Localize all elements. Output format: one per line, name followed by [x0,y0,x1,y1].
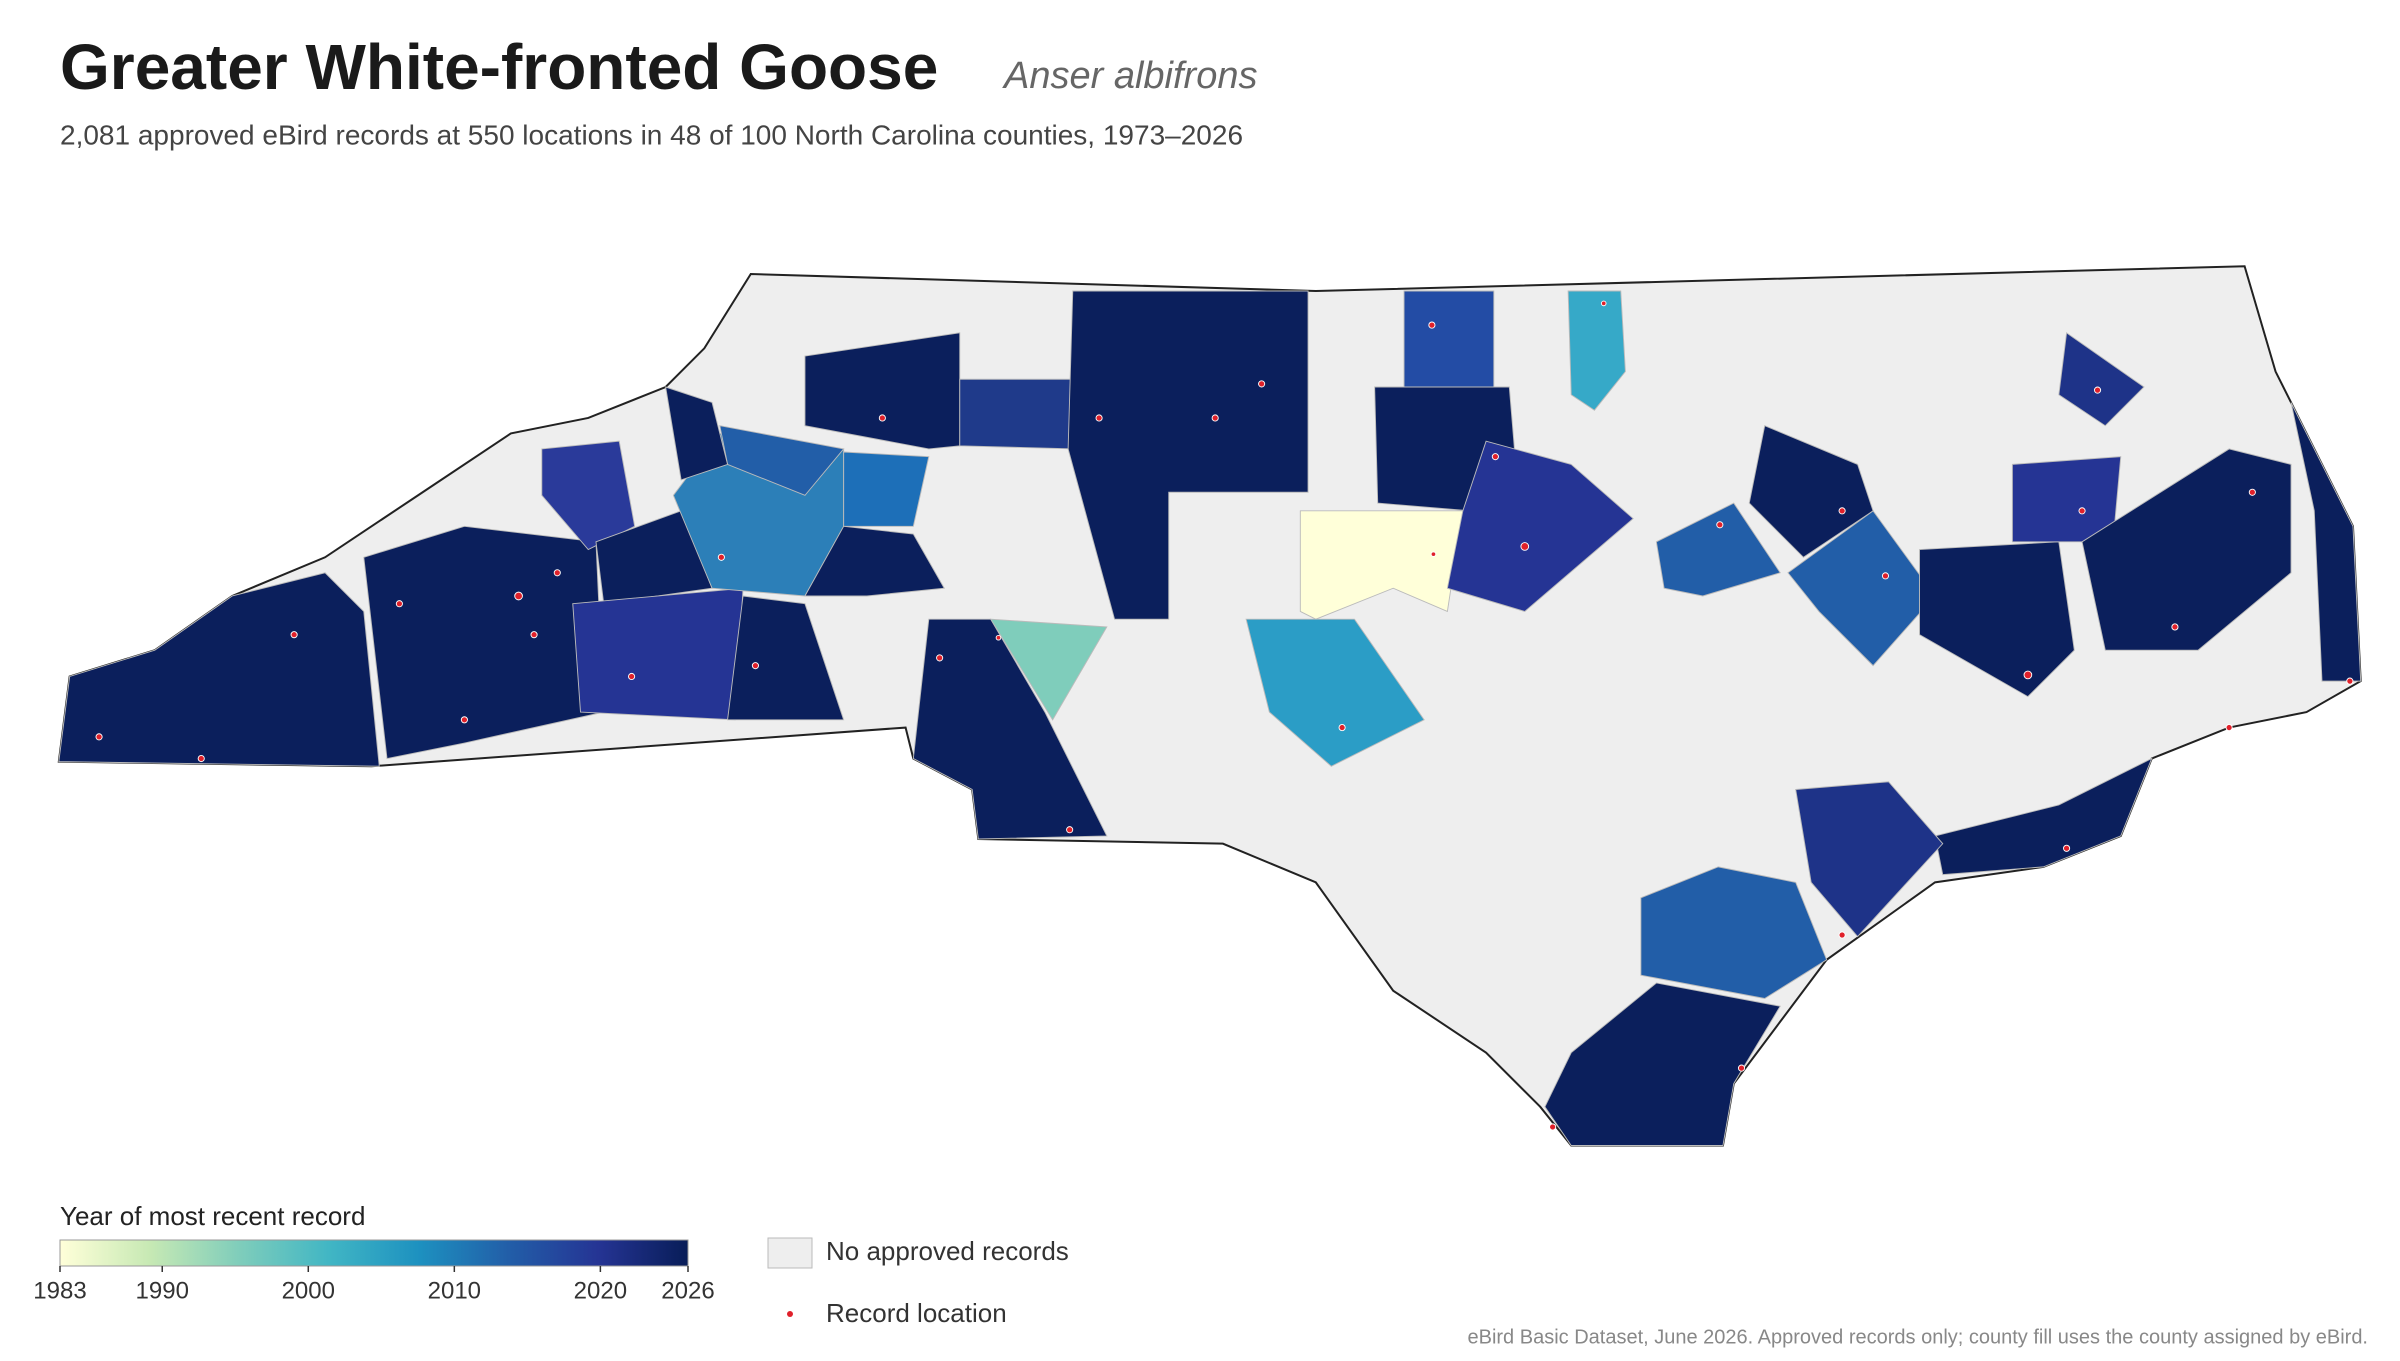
point-label: Record location [826,1298,1007,1328]
colorbar-tick-label: 2026 [661,1277,714,1304]
colorbar-tick-label: 2020 [574,1277,627,1304]
record-points [95,300,2354,1131]
species: Anser albifrons [1002,55,1257,97]
colorbar-tick-label: 2010 [428,1277,481,1304]
colorbar [59,1239,689,1267]
no-data-label: No approved records [826,1236,1069,1266]
title: Greater White-fronted Goose [60,31,938,103]
colorbar-tick-label: 1990 [136,1277,189,1304]
point-swatch [787,1311,793,1317]
legend-title: Year of most recent record [60,1201,365,1231]
source-note: eBird Basic Dataset, June 2026. Approved… [1467,1326,2368,1348]
map [57,265,2362,1147]
colorbar-tick-label: 1983 [33,1277,86,1304]
no-data-swatch [767,1237,813,1269]
colorbar-tick-label: 2000 [282,1277,335,1304]
subtitle: 2,081 approved eBird records at 550 loca… [60,119,1243,150]
counties [58,290,2362,1146]
